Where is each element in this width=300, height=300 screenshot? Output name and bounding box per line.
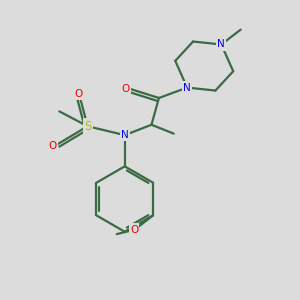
Text: N: N (218, 40, 225, 50)
Text: O: O (121, 84, 130, 94)
Text: S: S (84, 120, 91, 133)
Text: N: N (121, 130, 129, 140)
Text: N: N (183, 82, 191, 93)
Text: O: O (130, 225, 138, 235)
Text: O: O (48, 140, 57, 151)
Text: O: O (74, 88, 83, 98)
